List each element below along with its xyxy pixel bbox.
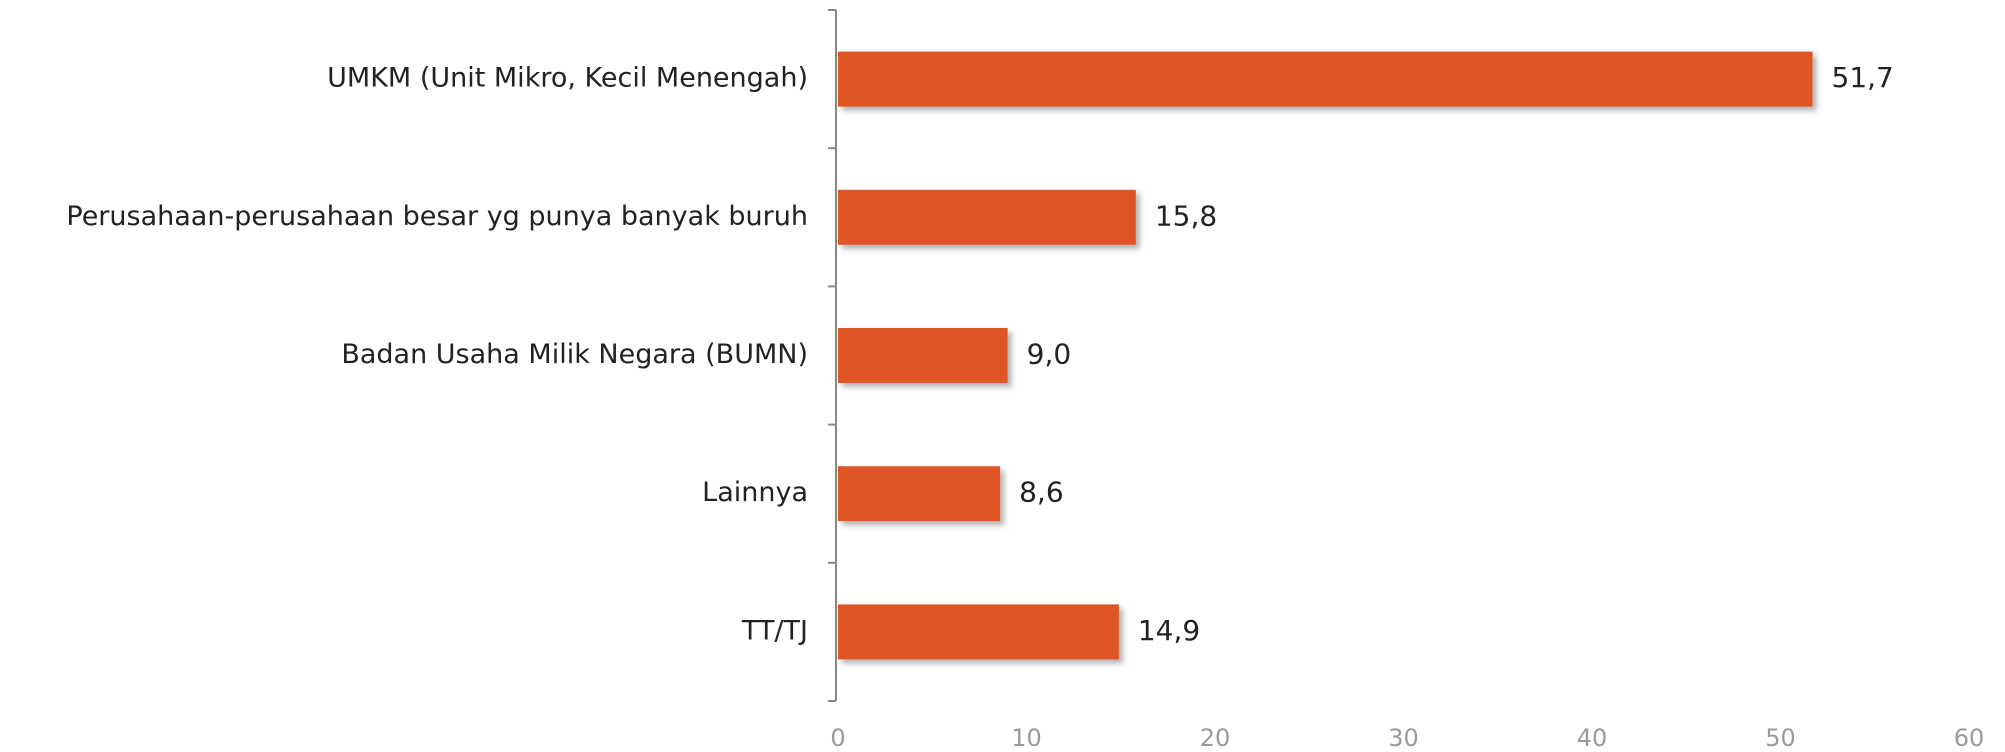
bar	[838, 328, 1008, 383]
data-label: 15,8	[1155, 199, 1217, 232]
x-tick-label: 60	[1954, 724, 1985, 752]
category-label: Perusahaan-perusahaan besar yg punya ban…	[66, 201, 808, 232]
x-tick-label: 40	[1577, 724, 1608, 752]
bar	[838, 51, 1813, 107]
category-label: Badan Usaha Milik Negara (BUMN)	[341, 339, 808, 370]
x-tick-label: 20	[1200, 724, 1231, 752]
data-label: 51,7	[1832, 61, 1894, 94]
bar	[838, 189, 1136, 245]
data-label: 14,9	[1138, 614, 1200, 647]
x-tick-label: 0	[830, 724, 845, 752]
data-label: 9,0	[1027, 338, 1072, 371]
category-label: UMKM (Unit Mikro, Kecil Menengah)	[327, 63, 808, 94]
x-tick-label: 50	[1765, 724, 1796, 752]
category-label: Lainnya	[702, 477, 808, 508]
x-tick-label: 10	[1011, 724, 1042, 752]
x-tick-label: 30	[1388, 724, 1419, 752]
data-label: 8,6	[1019, 476, 1064, 509]
category-label: TT/TJ	[741, 615, 808, 646]
bar	[838, 466, 1001, 522]
bar	[838, 604, 1119, 660]
